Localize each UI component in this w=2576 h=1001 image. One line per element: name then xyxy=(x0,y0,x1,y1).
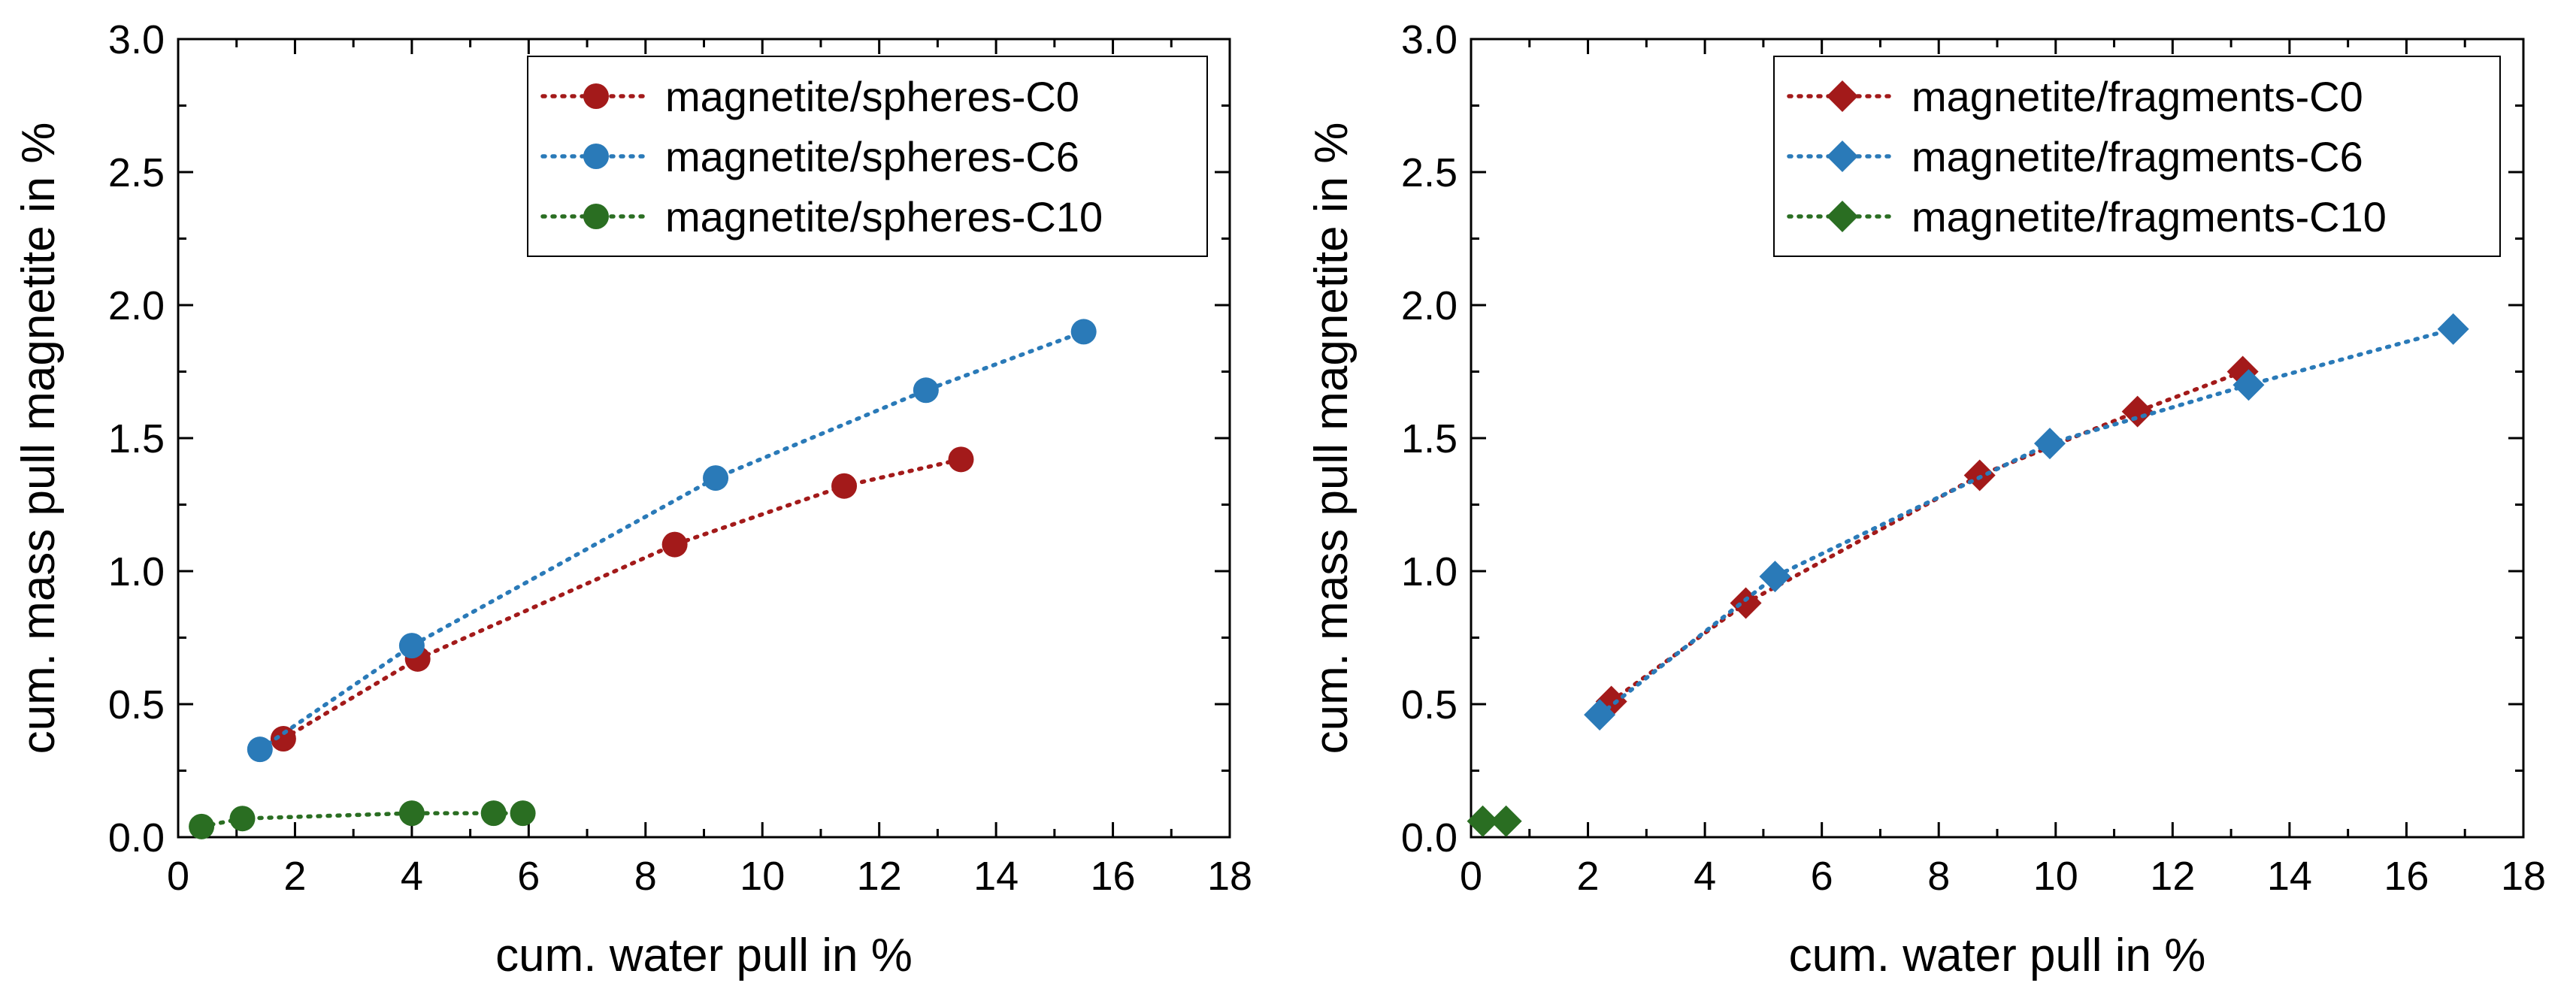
y-tick-label: 1.5 xyxy=(1401,416,1458,461)
y-tick-label: 0.0 xyxy=(1401,815,1458,860)
chart-2: 0 2 4 6 8 10 12 14 16 18 0.0 0.5 1.0 1.5 2.0 2.5 3.0 cum.… xyxy=(1306,17,2546,981)
data-point xyxy=(2232,369,2265,401)
x-tick-label: 14 xyxy=(2267,854,2312,899)
legend-label: magnetite/fragments-C0 xyxy=(1912,73,2363,120)
legend-label: magnetite/spheres-C10 xyxy=(665,193,1103,240)
legend-marker xyxy=(583,83,609,109)
y-axis-title: cum. mass pull magnetite in % xyxy=(13,122,65,755)
legend-marker xyxy=(583,204,609,229)
y-tick-label: 3.0 xyxy=(108,17,165,62)
x-tick-label: 12 xyxy=(2150,854,2195,899)
data-point xyxy=(398,633,425,659)
x-tick-label: 6 xyxy=(1811,854,1833,899)
x-tick-label: 0 xyxy=(167,854,189,899)
legend-marker xyxy=(1827,141,1858,172)
x-tick-label: 6 xyxy=(517,854,540,899)
legend-label: magnetite/fragments-C10 xyxy=(1912,193,2387,240)
legend-marker xyxy=(1827,201,1858,232)
y-tick-label: 2.0 xyxy=(108,283,165,328)
series-1 xyxy=(1595,355,2259,718)
y-tick-label: 2.5 xyxy=(1401,150,1458,195)
y-tick-label: 3.0 xyxy=(1401,17,1458,62)
data-point xyxy=(1467,805,1499,837)
legend-label: magnetite/spheres-C0 xyxy=(665,73,1079,120)
data-point xyxy=(1070,319,1097,345)
data-point xyxy=(703,465,729,491)
data-point xyxy=(1759,561,1791,593)
series-3 xyxy=(1467,805,1522,837)
y-tick-label: 2.5 xyxy=(108,150,165,195)
data-point xyxy=(229,806,256,832)
data-point xyxy=(831,473,858,499)
x-tick-label: 10 xyxy=(740,854,785,899)
legend: magnetite/fragments-C0 magnetite/fragment… xyxy=(1773,56,2501,257)
series-2 xyxy=(247,319,1097,763)
series-line xyxy=(1609,369,2245,704)
data-point xyxy=(247,736,273,763)
x-tick-label: 8 xyxy=(1927,854,1950,899)
x-tick-label: 10 xyxy=(2033,854,2078,899)
x-axis-title: cum. water pull in % xyxy=(495,930,913,981)
x-tick-label: 18 xyxy=(2501,854,2546,899)
x-tick-label: 2 xyxy=(1577,854,1600,899)
y-tick-label: 1.0 xyxy=(108,549,165,594)
series-3 xyxy=(189,800,536,839)
chart-1: 0 2 4 6 8 10 12 14 16 18 0.0 0.5 1.0 1.5 2.0 2.5 3.0 cum.… xyxy=(13,17,1252,981)
x-tick-label: 16 xyxy=(2384,854,2429,899)
y-tick-label: 0.5 xyxy=(1401,682,1458,727)
x-axis-title: cum. water pull in % xyxy=(1789,930,2206,981)
y-tick-label: 1.5 xyxy=(108,416,165,461)
data-point xyxy=(189,813,215,839)
x-tick-label: 16 xyxy=(1091,854,1136,899)
data-point xyxy=(270,726,296,752)
x-tick-label: 18 xyxy=(1207,854,1252,899)
legend-box xyxy=(1773,56,2501,257)
series-line xyxy=(281,457,964,741)
data-point xyxy=(2437,313,2469,345)
y-tick-label: 2.0 xyxy=(1401,283,1458,328)
legend-marker xyxy=(1827,80,1858,112)
legend-marker xyxy=(583,144,609,169)
series-line xyxy=(1597,327,2456,717)
x-tick-label: 8 xyxy=(634,854,657,899)
legend-label: magnetite/fragments-C6 xyxy=(1912,133,2363,180)
legend-label: magnetite/spheres-C6 xyxy=(665,133,1079,180)
data-point xyxy=(2034,428,2066,460)
y-tick-label: 0.0 xyxy=(108,815,165,860)
data-point xyxy=(510,800,536,827)
x-tick-label: 4 xyxy=(401,854,423,899)
x-tick-label: 12 xyxy=(857,854,902,899)
data-point xyxy=(1490,805,1522,837)
data-point xyxy=(1584,699,1616,731)
x-tick-label: 2 xyxy=(283,854,306,899)
data-point xyxy=(661,531,688,558)
data-point xyxy=(398,800,425,827)
x-tick-label: 4 xyxy=(1694,854,1716,899)
x-tick-label: 0 xyxy=(1460,854,1482,899)
data-point xyxy=(2121,395,2154,428)
series-2 xyxy=(1584,313,2469,731)
data-point xyxy=(913,377,939,404)
y-tick-label: 0.5 xyxy=(108,682,165,727)
y-tick-label: 1.0 xyxy=(1401,549,1458,594)
data-point xyxy=(948,446,974,473)
data-point xyxy=(480,800,507,827)
y-axis-title: cum. mass pull magnetite in % xyxy=(1306,122,1358,755)
x-tick-label: 14 xyxy=(973,854,1019,899)
series-1 xyxy=(270,446,974,752)
legend: magnetite/spheres-C0 magnetite/spheres-C6… xyxy=(527,56,1208,257)
